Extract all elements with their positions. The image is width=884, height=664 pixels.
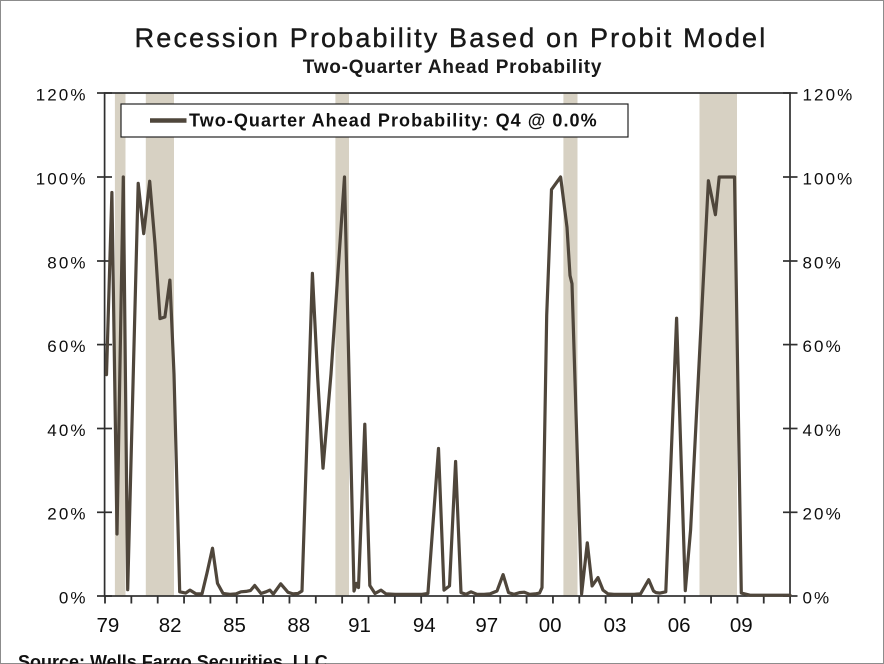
svg-text:97: 97 — [475, 614, 498, 637]
svg-text:120%: 120% — [36, 85, 88, 104]
svg-text:94: 94 — [413, 614, 436, 637]
svg-text:40%: 40% — [47, 421, 87, 440]
svg-text:0%: 0% — [803, 588, 832, 607]
svg-text:60%: 60% — [803, 337, 843, 356]
svg-text:80%: 80% — [47, 253, 87, 272]
svg-text:0%: 0% — [59, 588, 88, 607]
svg-text:09: 09 — [730, 614, 753, 637]
svg-text:100%: 100% — [803, 169, 855, 188]
svg-text:Two-Quarter Ahead Probability: Two-Quarter Ahead Probability — [303, 57, 602, 78]
svg-text:100%: 100% — [36, 169, 88, 188]
svg-text:88: 88 — [287, 614, 310, 637]
svg-text:Source: Wells Fargo Securities: Source: Wells Fargo Securities, LLC — [18, 652, 328, 664]
svg-text:00: 00 — [539, 614, 562, 637]
svg-text:85: 85 — [223, 614, 246, 637]
svg-text:120%: 120% — [803, 85, 855, 104]
svg-text:Recession Probability Based on: Recession Probability Based on Probit Mo… — [135, 23, 768, 53]
svg-text:03: 03 — [604, 614, 627, 637]
svg-text:79: 79 — [96, 614, 119, 637]
svg-text:20%: 20% — [47, 505, 87, 524]
svg-text:20%: 20% — [803, 505, 843, 524]
svg-text:Two-Quarter Ahead Probability:: Two-Quarter Ahead Probability: Q4 @ 0.0% — [189, 110, 598, 130]
svg-text:80%: 80% — [803, 253, 843, 272]
svg-text:91: 91 — [348, 614, 371, 637]
svg-text:60%: 60% — [47, 337, 87, 356]
svg-text:06: 06 — [668, 614, 691, 637]
svg-text:40%: 40% — [803, 421, 843, 440]
svg-text:82: 82 — [159, 614, 182, 637]
